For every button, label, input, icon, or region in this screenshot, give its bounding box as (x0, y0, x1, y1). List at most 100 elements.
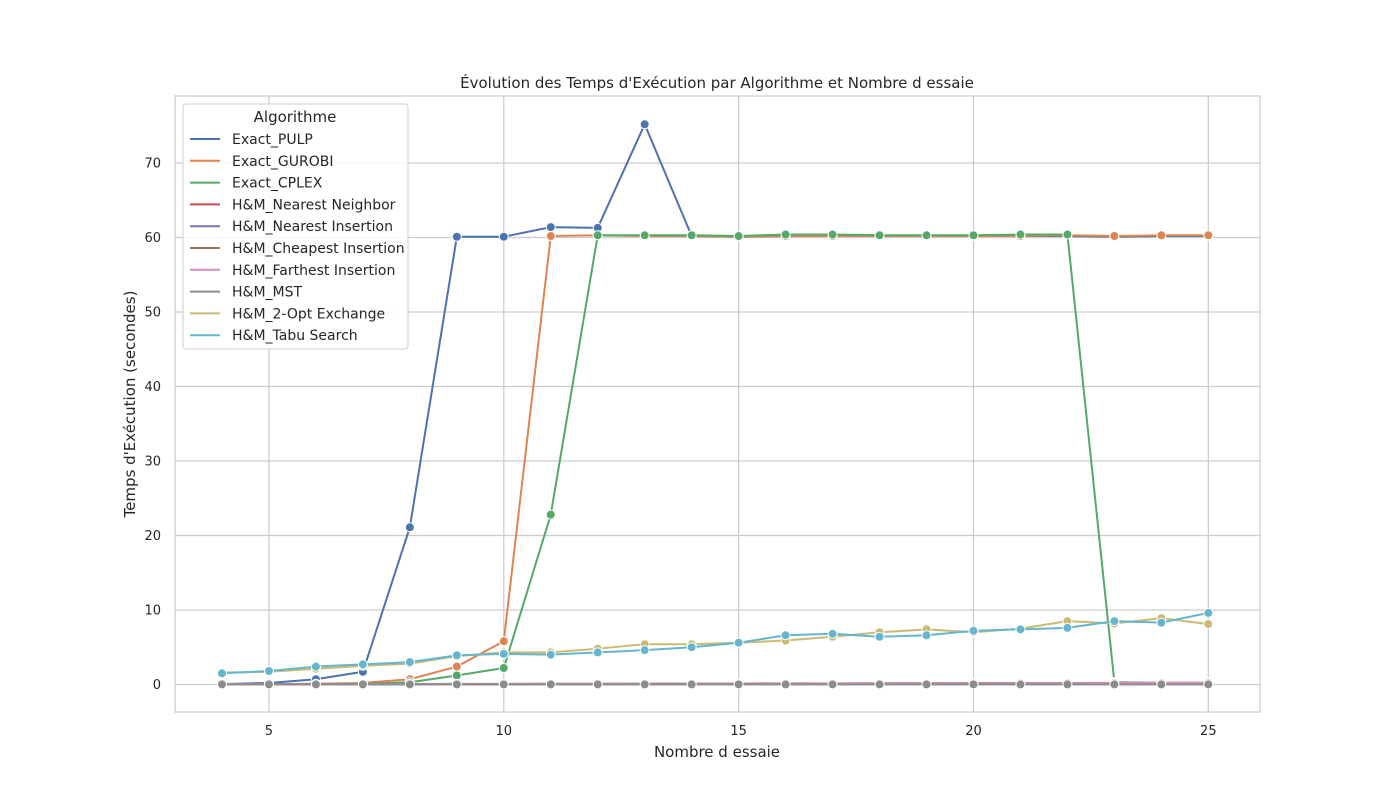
data-point-h-m-mst (310, 679, 321, 690)
data-point-h-m-tabu-search (310, 661, 321, 672)
legend-label: H&M_Farthest Insertion (232, 263, 395, 279)
series-line-exact-cplex (221, 233, 1209, 686)
data-point-exact-cplex (874, 230, 885, 241)
data-point-h-m-mst (874, 679, 885, 690)
series-line-h-m-2-opt-exchange (221, 617, 1209, 674)
data-point-exact-gurobi (451, 661, 462, 672)
legend-label: H&M_2-Opt Exchange (232, 306, 385, 322)
data-point-exact-gurobi (498, 636, 509, 647)
data-point-h-m-mst (686, 679, 697, 690)
y-tick-labels: 0 10 20 30 40 50 60 70 (144, 157, 161, 693)
series-layer (216, 119, 1214, 690)
y-tick-label: 70 (144, 157, 161, 172)
data-point-h-m-tabu-search (404, 657, 415, 668)
data-point-h-m-tabu-search (686, 642, 697, 653)
legend-item-exact-gurobi: Exact_GUROBI (190, 154, 333, 170)
data-point-h-m-tabu-search (1156, 617, 1167, 628)
data-point-exact-cplex (1062, 229, 1073, 240)
y-tick-label: 40 (144, 380, 161, 395)
legend-label: H&M_Nearest Neighbor (232, 197, 396, 213)
data-point-exact-pulp (639, 119, 650, 130)
legend-box (182, 103, 409, 350)
y-tick-label: 30 (144, 454, 161, 469)
chart-title: Évolution des Temps d'Exécution par Algo… (460, 73, 974, 92)
legend-item-exact-cplex: Exact_CPLEX (190, 176, 323, 192)
y-axis-label: Temps d'Exécution (secondes) (121, 291, 139, 519)
y-tick-label: 10 (144, 603, 161, 618)
data-point-h-m-tabu-search (921, 630, 932, 641)
data-point-exact-pulp (451, 231, 462, 242)
data-point-h-m-mst (498, 679, 509, 690)
data-point-exact-gurobi (1156, 230, 1167, 241)
legend-label: Exact_PULP (232, 132, 313, 148)
x-tick-label: 25 (1200, 724, 1217, 739)
series-line-h-m-tabu-search (221, 611, 1209, 675)
data-point-h-m-tabu-search (874, 631, 885, 642)
legend-label: H&M_Tabu Search (232, 328, 358, 344)
series-h-m-tabu-search (216, 607, 1214, 679)
x-tick-label: 5 (265, 724, 273, 739)
data-point-exact-pulp (545, 222, 556, 233)
legend: Algorithme Exact_PULP Exact_GUROBI Exact_C… (182, 103, 409, 350)
data-point-exact-cplex (686, 230, 697, 241)
data-point-h-m-mst (451, 679, 462, 690)
legend-item-h-m-farthest-insertion: H&M_Farthest Insertion (190, 263, 395, 279)
grid (175, 96, 1260, 712)
data-point-exact-cplex (451, 670, 462, 681)
data-point-exact-pulp (498, 231, 509, 242)
data-point-h-m-mst (263, 679, 274, 690)
data-point-h-m-mst (1109, 679, 1120, 690)
data-point-h-m-tabu-search (1062, 622, 1073, 633)
data-point-h-m-mst (404, 679, 415, 690)
data-point-h-m-mst (827, 679, 838, 690)
data-point-exact-cplex (921, 230, 932, 241)
legend-items: Exact_PULP Exact_GUROBI Exact_CPLEX H&M_Nea… (190, 132, 405, 344)
data-point-h-m-mst (921, 679, 932, 690)
x-tick-label: 15 (730, 724, 747, 739)
data-point-exact-cplex (1015, 229, 1026, 240)
data-point-h-m-mst (780, 679, 791, 690)
data-point-exact-pulp (404, 522, 415, 533)
legend-item-h-m-mst: H&M_MST (190, 285, 302, 301)
x-tick-labels: 5 10 15 20 25 (265, 724, 1217, 739)
x-axis-label: Nombre d essaie (654, 743, 780, 761)
legend-item-exact-pulp: Exact_PULP (190, 132, 313, 148)
data-point-exact-cplex (733, 231, 744, 242)
data-point-h-m-tabu-search (263, 666, 274, 677)
data-point-exact-gurobi (1109, 231, 1120, 242)
data-point-h-m-mst (639, 679, 650, 690)
plot-frame (174, 95, 1261, 713)
data-point-h-m-mst (357, 679, 368, 690)
data-point-h-m-tabu-search (216, 668, 227, 679)
data-point-h-m-tabu-search (1109, 616, 1120, 627)
data-point-exact-cplex (780, 229, 791, 240)
data-point-exact-cplex (592, 230, 603, 241)
legend-label: H&M_Cheapest Insertion (232, 241, 405, 257)
y-tick-label: 0 (153, 678, 161, 693)
x-tick-label: 20 (965, 724, 982, 739)
data-point-h-m-tabu-search (357, 659, 368, 670)
data-point-h-m-mst (1015, 679, 1026, 690)
data-point-h-m-mst (545, 679, 556, 690)
data-point-exact-cplex (498, 663, 509, 674)
data-point-exact-cplex (827, 229, 838, 240)
data-point-exact-gurobi (1203, 230, 1214, 241)
legend-label: Exact_GUROBI (232, 154, 333, 170)
legend-label: Exact_CPLEX (232, 176, 323, 192)
data-point-h-m-tabu-search (498, 648, 509, 659)
legend-item-h-m-nearest-insertion: H&M_Nearest Insertion (190, 219, 393, 235)
data-point-h-m-tabu-search (733, 637, 744, 648)
data-point-h-m-tabu-search (639, 645, 650, 656)
legend-item-h-m-tabu-search: H&M_Tabu Search (190, 328, 358, 344)
data-point-h-m-tabu-search (451, 650, 462, 661)
y-tick-label: 50 (144, 306, 161, 321)
data-point-h-m-mst (968, 679, 979, 690)
series-h-m-mst (216, 679, 1214, 690)
legend-item-h-m-nearest-neighbor: H&M_Nearest Neighbor (190, 197, 396, 213)
data-point-h-m-tabu-search (1203, 607, 1214, 618)
data-point-h-m-tabu-search (1015, 624, 1026, 635)
y-tick-label: 20 (144, 529, 161, 544)
data-point-h-m-tabu-search (827, 628, 838, 639)
data-point-h-m-tabu-search (780, 630, 791, 641)
